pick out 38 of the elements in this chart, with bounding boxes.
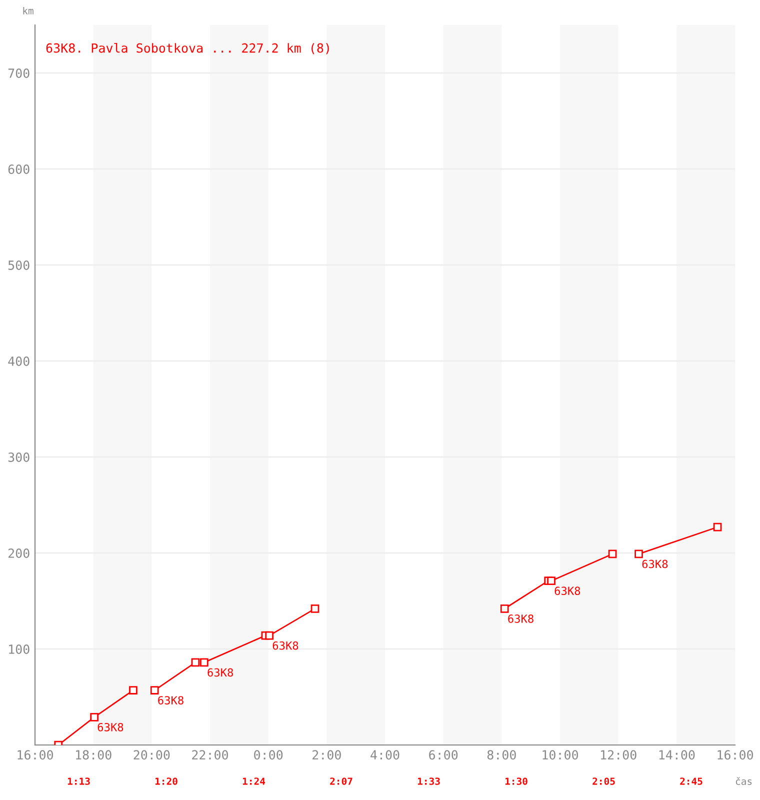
text: 1:30 bbox=[505, 778, 528, 785]
text: 1:20 bbox=[155, 778, 178, 785]
x-tick-label: 8:00 bbox=[487, 750, 516, 760]
y-tick-label: 200 bbox=[8, 548, 30, 558]
text: 63K8. Pavla Sobotkova ... 227.2 km (8) bbox=[46, 43, 329, 54]
x-axis-title: čas bbox=[736, 777, 752, 785]
y-tick-label: 500 bbox=[8, 260, 30, 270]
y-tick-label: 100 bbox=[9, 644, 30, 654]
x-tick-label: 18:00 bbox=[76, 750, 112, 760]
x-tick-label: 12:00 bbox=[601, 750, 636, 760]
x-tick-label: 22:00 bbox=[192, 750, 228, 760]
text: 2:05 bbox=[592, 778, 615, 785]
text: 1:13 bbox=[68, 778, 90, 785]
y-tick-label: 300 bbox=[8, 452, 30, 462]
y-tick-label: 600 bbox=[8, 164, 30, 174]
x-tick-label: 10:00 bbox=[542, 750, 578, 760]
annotation: 63K8 bbox=[158, 696, 184, 704]
x-tick-label: 16:00 bbox=[18, 750, 54, 760]
annotation: 63K8 bbox=[554, 586, 580, 596]
x-tick-label: 20:00 bbox=[134, 750, 170, 760]
y-tick-label: 400 bbox=[8, 356, 30, 366]
text: 2:07 bbox=[330, 778, 352, 785]
x-tick-label: 0:00 bbox=[254, 750, 283, 760]
text: 2:45 bbox=[680, 778, 702, 785]
annotation: 63K8 bbox=[508, 614, 534, 623]
text: 1:33 bbox=[418, 778, 440, 785]
x-tick-label: 2:00 bbox=[312, 750, 341, 760]
annotation: 63K8 bbox=[272, 641, 298, 650]
text: 1:24 bbox=[242, 778, 266, 785]
annotation: 63K8 bbox=[98, 722, 124, 732]
x-tick-label: 16:00 bbox=[718, 750, 754, 760]
y-tick-label: 700 bbox=[8, 68, 30, 78]
annotation: 63K8 bbox=[208, 668, 233, 677]
x-tick-label: 6:00 bbox=[429, 750, 458, 760]
y-axis-title: km bbox=[23, 6, 34, 14]
annotation: 63K8 bbox=[642, 560, 668, 568]
x-tick-label: 14:00 bbox=[659, 750, 695, 760]
x-tick-label: 4:00 bbox=[370, 750, 400, 760]
